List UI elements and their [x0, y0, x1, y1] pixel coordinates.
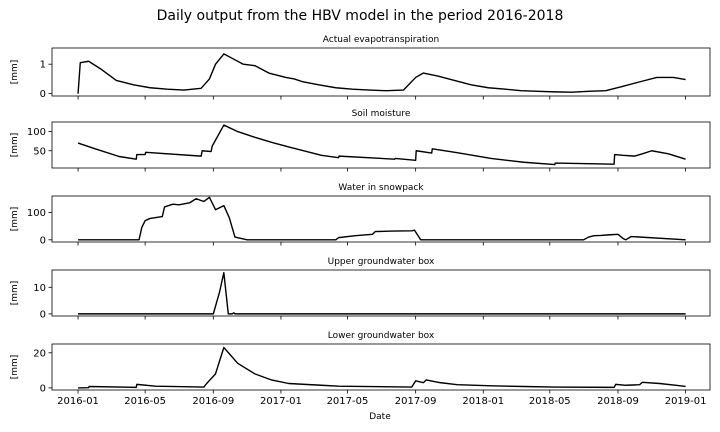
y-tick-label: 10 — [33, 283, 46, 294]
y-axis-label: [mm] — [10, 355, 20, 380]
series-line — [78, 346, 686, 389]
panel-title: Soil moisture — [352, 109, 411, 119]
x-tick-label: 2016-05 — [124, 396, 166, 407]
panel-frame — [51, 121, 711, 169]
x-tick-label: 2019-01 — [665, 396, 707, 407]
x-tick-label: 2017-05 — [327, 396, 369, 407]
panel-frame — [51, 269, 711, 317]
y-tick-label: 1 — [40, 60, 46, 71]
panel-frame — [51, 343, 711, 391]
x-tick-label: 2018-05 — [529, 396, 571, 407]
y-tick-label: 0 — [40, 89, 46, 100]
series-line — [77, 53, 686, 94]
y-axis-label: [mm] — [10, 133, 20, 158]
panel-title: Upper groundwater box — [328, 257, 435, 267]
x-tick-label: 2016-09 — [192, 396, 234, 407]
x-tick-label: 2018-01 — [462, 396, 504, 407]
y-tick-label: 100 — [27, 208, 46, 219]
panels-group: Actual evapotranspiration [mm] 0 1 Soil mois… — [10, 35, 711, 407]
x-tick-label: 2016-01 — [57, 396, 99, 407]
y-tick-label: 0 — [40, 383, 46, 394]
panel-frame — [51, 195, 711, 243]
panel-frame — [51, 47, 711, 97]
x-tick-label: 2017-09 — [395, 396, 437, 407]
y-tick-label: 0 — [40, 235, 46, 246]
y-axis-label: [mm] — [10, 60, 20, 85]
y-tick-label: 50 — [33, 146, 46, 157]
figure-title: Daily output from the HBV model in the p… — [157, 8, 564, 24]
panel-title: Actual evapotranspiration — [323, 35, 439, 45]
x-axis-label: Date — [369, 412, 391, 422]
panel-title: Lower groundwater box — [328, 331, 435, 341]
y-tick-label: 100 — [27, 127, 46, 138]
x-tick-label: 2017-01 — [260, 396, 302, 407]
series-line — [77, 124, 686, 166]
y-axis-label: [mm] — [10, 207, 20, 232]
x-tick-label: 2018-09 — [597, 396, 639, 407]
series-line — [78, 196, 686, 241]
y-axis-label: [mm] — [10, 281, 20, 306]
y-tick-label: 0 — [40, 309, 46, 320]
series-line — [78, 271, 686, 315]
panel-title: Water in snowpack — [338, 183, 424, 193]
y-tick-label: 20 — [33, 348, 46, 359]
